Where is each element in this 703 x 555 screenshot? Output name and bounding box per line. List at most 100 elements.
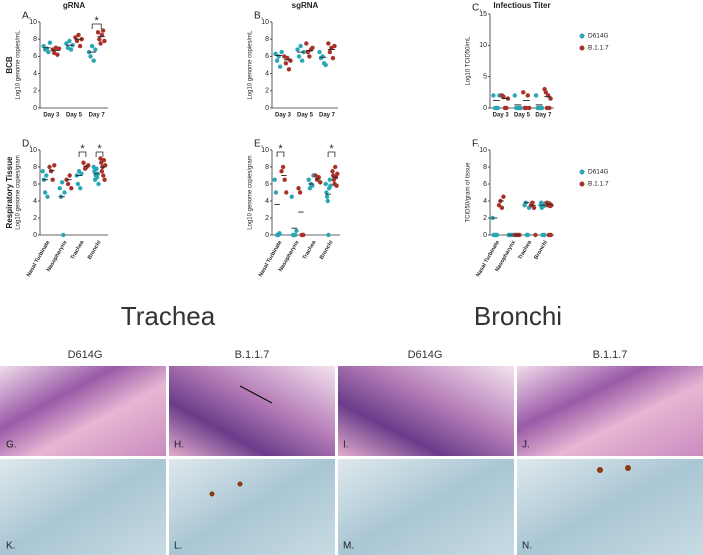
- data-point: [78, 186, 83, 191]
- data-point: [47, 40, 53, 45]
- data-point: [272, 177, 277, 182]
- data-point: [533, 232, 538, 238]
- y-axis-label: TCID50/gram of tissue: [466, 162, 472, 223]
- data-point: [40, 169, 45, 174]
- data-point: [61, 232, 66, 238]
- panel-label: L.: [174, 541, 182, 552]
- data-point: [549, 203, 554, 208]
- data-point: [94, 175, 100, 180]
- x-tick-label: Trachea: [70, 239, 86, 261]
- data-point: [296, 186, 301, 191]
- x-tick-label: Nasal Turbinate: [26, 240, 52, 278]
- row-label: BCB: [5, 56, 14, 74]
- data-point: [101, 158, 107, 163]
- y-tick-label: 2: [483, 215, 487, 222]
- y-tick-label: 4: [483, 198, 487, 205]
- significance-label: *: [95, 15, 100, 27]
- data-point: [94, 166, 99, 171]
- arrow: [239, 385, 273, 404]
- y-tick-label: 5: [483, 74, 487, 81]
- y-tick-label: 8: [33, 164, 37, 171]
- panel-label: C.: [472, 3, 482, 14]
- data-point: [310, 45, 315, 50]
- data-point: [530, 200, 535, 205]
- y-tick-label: 0: [483, 232, 487, 239]
- data-point: [97, 37, 102, 42]
- y-tick-label: 6: [265, 53, 269, 60]
- legend-label: B.1.1.7: [588, 45, 609, 52]
- data-point: [48, 169, 54, 174]
- stain-spot: [597, 467, 603, 473]
- stain-spot: [209, 491, 215, 497]
- x-tick-label: Bronchi: [87, 239, 103, 260]
- y-tick-label: 10: [29, 19, 37, 26]
- data-point: [99, 32, 105, 38]
- micrograph: [169, 366, 335, 456]
- data-point: [277, 64, 283, 69]
- data-point: [99, 169, 105, 174]
- legend-marker: [579, 33, 585, 39]
- data-point: [277, 231, 282, 236]
- data-point: [327, 177, 332, 182]
- micrograph: [169, 459, 335, 555]
- y-axis-label: Log10 genome copies/mL: [16, 30, 22, 100]
- y-tick-label: 6: [265, 181, 269, 188]
- histology-title: Trachea: [121, 301, 216, 331]
- x-tick-label: Day 5: [66, 113, 83, 119]
- data-point: [320, 54, 325, 59]
- panel-label: M.: [343, 541, 354, 552]
- significance-label: *: [329, 143, 334, 155]
- significance-label: *: [97, 143, 102, 155]
- data-point: [57, 186, 62, 191]
- y-tick-label: 6: [33, 53, 37, 60]
- y-tick-label: 6: [483, 181, 487, 188]
- legend-marker: [579, 45, 585, 51]
- y-tick-label: 10: [29, 147, 37, 154]
- x-tick-label: Day 3: [493, 113, 510, 119]
- data-point: [294, 228, 299, 233]
- y-tick-label: 4: [265, 198, 269, 205]
- y-tick-label: 15: [479, 11, 487, 18]
- data-point: [548, 96, 553, 101]
- data-point: [326, 41, 331, 46]
- data-point: [543, 90, 549, 95]
- data-point: [301, 232, 306, 238]
- column-label: B.1.1.7: [593, 349, 628, 361]
- panel-label: E.: [254, 139, 263, 150]
- panel-label: B.: [254, 11, 263, 22]
- data-point: [103, 163, 108, 168]
- data-point: [525, 232, 531, 238]
- data-point: [50, 177, 55, 182]
- y-axis-label: Log10 genome copies/mL: [248, 30, 254, 100]
- data-point: [280, 164, 286, 170]
- stain-spot: [625, 465, 631, 471]
- data-point: [283, 61, 289, 66]
- y-axis-label: Log10 genome copies/gram: [16, 155, 22, 229]
- y-tick-label: 0: [265, 105, 269, 112]
- data-point: [318, 180, 323, 185]
- y-tick-label: 0: [33, 105, 37, 112]
- data-point: [305, 49, 311, 55]
- significance-label: *: [278, 143, 283, 155]
- data-point: [297, 190, 303, 195]
- micrograph: [338, 459, 514, 555]
- y-tick-label: 10: [261, 19, 269, 26]
- data-point: [75, 181, 81, 187]
- significance-bracket: [327, 151, 336, 157]
- y-tick-label: 4: [33, 70, 37, 77]
- panel-label: N.: [522, 541, 532, 552]
- data-point: [504, 105, 509, 111]
- data-point: [531, 205, 537, 210]
- significance-label: *: [80, 143, 85, 155]
- data-point: [274, 58, 280, 63]
- data-point: [286, 67, 292, 72]
- chart-title: gRNA: [63, 1, 85, 10]
- data-point: [282, 177, 287, 182]
- y-tick-label: 4: [33, 198, 37, 205]
- data-point: [293, 232, 298, 238]
- data-point: [491, 93, 496, 98]
- data-point: [98, 156, 103, 161]
- data-point: [333, 164, 338, 170]
- x-tick-label: Day 7: [319, 113, 336, 119]
